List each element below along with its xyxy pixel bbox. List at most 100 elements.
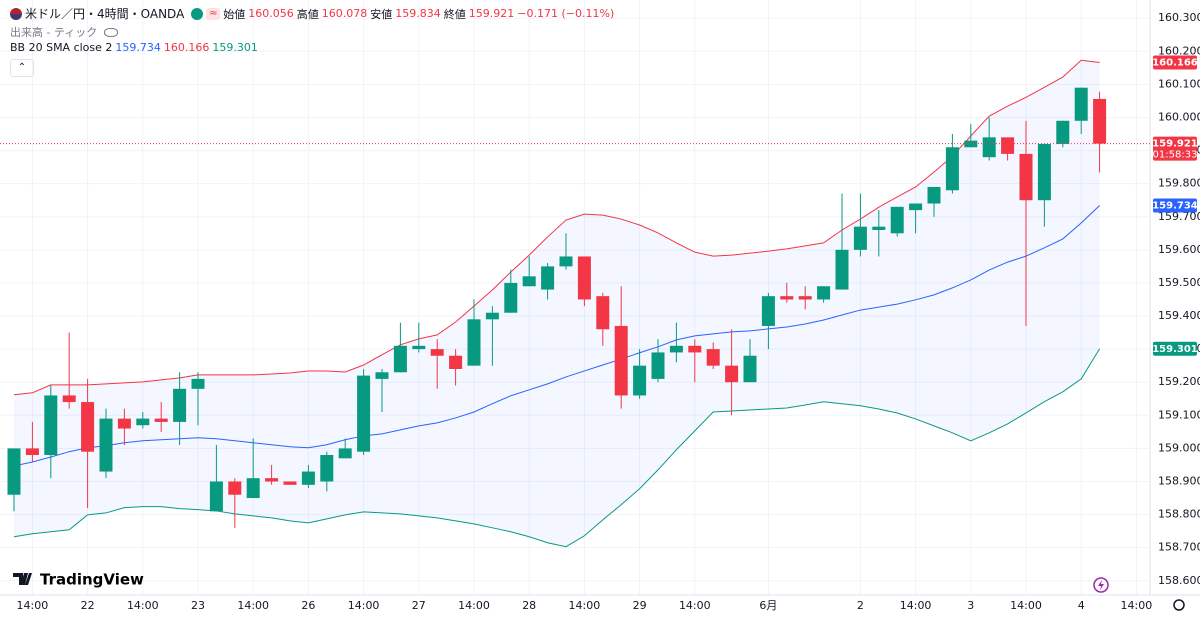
y-tick-label: 159.700 [1158, 210, 1200, 223]
candle-body [927, 186, 941, 204]
candle-body [780, 296, 794, 300]
y-tick-label: 159.400 [1158, 309, 1200, 322]
candle-body [688, 345, 702, 353]
x-tick-label: 4 [1078, 599, 1085, 612]
candle-body [430, 349, 444, 356]
candle-body [338, 448, 352, 459]
candle-body [375, 372, 389, 379]
symbol-title[interactable]: 米ドル／円・4時間・OANDA [25, 7, 185, 21]
open-label: 始値 [223, 7, 246, 21]
candle-body [1001, 137, 1015, 154]
bb-line: BB 20 SMA close 2 159.734 160.166 159.30… [10, 41, 258, 54]
candle-body [798, 296, 812, 300]
candle-body [154, 418, 168, 422]
hide-icon[interactable] [104, 27, 119, 37]
countdown-label: 01:58:33 [1153, 150, 1198, 161]
open-value: 160.056 [248, 7, 294, 20]
x-tick-label: 14:00 [458, 599, 490, 612]
candle-body [651, 352, 665, 379]
candle-body [945, 147, 959, 191]
collapse-button[interactable]: ⌃ [10, 59, 34, 77]
candle-body [909, 203, 923, 211]
candle-body [541, 266, 555, 290]
candle-body [173, 388, 187, 422]
x-tick-label: 3 [967, 599, 974, 612]
candle-body [1056, 120, 1070, 144]
candle-body [596, 296, 610, 330]
candle-body [982, 137, 996, 158]
candle-body [393, 345, 407, 373]
candle-body [522, 276, 536, 287]
x-tick-label: 29 [633, 599, 647, 612]
y-tick-label: 160.300 [1158, 11, 1200, 24]
settings-icon[interactable] [1173, 599, 1185, 611]
x-tick-label: 28 [522, 599, 536, 612]
candle-body [577, 256, 591, 300]
candle-body [504, 282, 518, 313]
y-tick-label: 159.000 [1158, 441, 1200, 454]
y-tick-label: 159.500 [1158, 276, 1200, 289]
candle-body [761, 296, 775, 326]
x-tick-label: 14:00 [569, 599, 601, 612]
alert-bolt [1098, 580, 1104, 590]
bb-middle-value: 159.734 [115, 41, 161, 54]
candle-body [412, 345, 426, 350]
price-badge [1153, 55, 1197, 70]
candle-body [669, 345, 683, 353]
delay-badge[interactable]: ≈ [206, 7, 221, 20]
band-fill [14, 60, 1100, 547]
watermark-logo: TradingView [13, 571, 144, 589]
candle-body [99, 418, 113, 472]
band-line [13, 59, 1100, 396]
price-badge [1153, 198, 1197, 213]
close-label: 終値 [443, 7, 466, 21]
candle-body [191, 378, 205, 389]
bb-lower-value: 159.301 [212, 41, 258, 54]
x-tick-label: 23 [191, 599, 205, 612]
volume-label[interactable]: 出来高 - ティック [10, 26, 98, 39]
alert-icon[interactable] [1093, 577, 1109, 593]
y-tick-label: 159.800 [1158, 177, 1200, 190]
bb-upper-value: 160.166 [163, 41, 210, 54]
candle-body [1037, 143, 1051, 201]
high-label: 高値 [296, 7, 319, 21]
candle-body [320, 455, 334, 482]
y-tick-label: 158.600 [1158, 574, 1200, 587]
candle-body [7, 448, 21, 495]
candle-body [872, 226, 886, 230]
x-tick-label: 14:00 [237, 599, 269, 612]
candle-body [725, 365, 739, 383]
low-value: 159.834 [395, 7, 441, 20]
low-label: 安値 [370, 7, 393, 21]
price-badge-label: 159.734 [1152, 201, 1198, 212]
candle-body [559, 256, 573, 267]
symbol-line: 米ドル／円・4時間・OANDA ≈ 始値 160.056 高値 160.078 安値… [10, 5, 614, 22]
candle-body [853, 226, 867, 250]
flag-icon [10, 7, 22, 20]
candle-body [706, 349, 720, 366]
y-tick-label: 160.100 [1158, 77, 1200, 90]
x-tick-label: 14:00 [1121, 599, 1153, 612]
candle-body [44, 395, 58, 456]
bb-label[interactable]: BB 20 SMA close 2 [10, 41, 113, 54]
candle-body [246, 478, 260, 499]
band-line [13, 348, 1101, 548]
y-tick-label: 158.700 [1158, 541, 1200, 554]
price-badge [1153, 341, 1197, 356]
candle-body [283, 481, 297, 485]
x-tick-label: 14:00 [1010, 599, 1042, 612]
market-status[interactable] [191, 7, 204, 20]
candle-body [964, 140, 978, 148]
candle-body [117, 418, 131, 429]
price-badge-label: 160.166 [1152, 58, 1198, 69]
price-badge-label: 159.301 [1152, 344, 1198, 355]
watermark-text: TradingView [40, 571, 144, 589]
candle-body [265, 478, 279, 482]
candle-body [449, 355, 463, 369]
candle-body [614, 325, 628, 396]
candle-body [209, 481, 223, 512]
candle-body [817, 286, 831, 300]
candle-body [1093, 98, 1107, 144]
